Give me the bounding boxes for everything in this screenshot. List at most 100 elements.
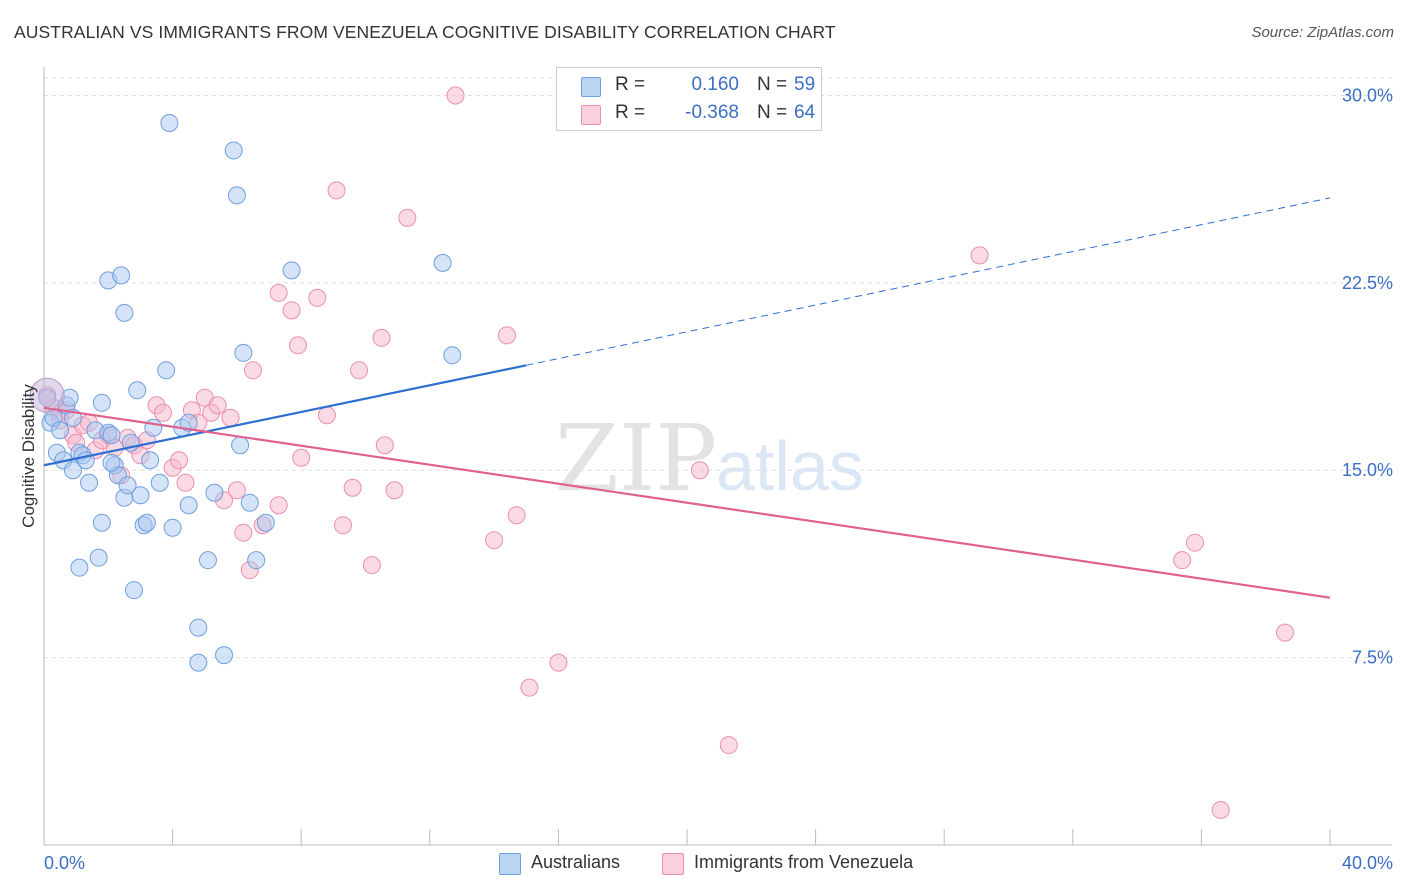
australians-point	[247, 551, 266, 570]
australians-point	[102, 426, 121, 445]
australians-point	[231, 436, 250, 455]
australians-point	[160, 113, 179, 132]
venezuela-point	[221, 408, 240, 427]
x-tick-label: 40.0%	[1342, 853, 1393, 873]
venezuela-point	[208, 396, 227, 415]
australians-point	[63, 461, 82, 480]
venezuela-point	[243, 361, 262, 380]
venezuela-point	[507, 506, 526, 525]
venezuela-point	[327, 181, 346, 200]
australians-point	[282, 261, 301, 280]
legend-n-label: N =	[757, 74, 788, 95]
australians-point	[240, 493, 259, 512]
australians-point	[198, 551, 217, 570]
venezuela-point	[970, 246, 989, 265]
venezuela-point	[398, 208, 417, 227]
venezuela-point	[497, 326, 516, 345]
australians-point	[163, 518, 182, 537]
venezuela-point	[170, 451, 189, 470]
legend-swatch-blue	[581, 77, 601, 97]
venezuela-point	[1275, 623, 1294, 642]
axes	[43, 67, 1392, 846]
venezuela-point	[385, 481, 404, 500]
venezuela-point	[362, 556, 381, 575]
australians-point	[179, 496, 198, 515]
australians-point	[157, 361, 176, 380]
australians-point	[137, 513, 156, 532]
australians-point	[150, 473, 169, 492]
legend-r-label: R =	[615, 102, 646, 123]
venezuela-point	[176, 473, 195, 492]
watermark-atlas: atlas	[716, 427, 864, 505]
venezuela-point	[269, 283, 288, 302]
legend-r-value: 0.160	[691, 74, 739, 95]
venezuela-point	[288, 336, 307, 355]
venezuela-point	[446, 86, 465, 105]
australians-point	[118, 476, 137, 495]
venezuela-point	[343, 478, 362, 497]
australians-point	[256, 513, 275, 532]
y-tick-label: 15.0%	[1342, 460, 1393, 480]
chart-title: AUSTRALIAN VS IMMIGRANTS FROM VENEZUELA …	[14, 22, 836, 42]
australians-point	[215, 646, 234, 665]
y-axis-label: Cognitive Disability	[19, 384, 38, 528]
venezuela-point	[1211, 801, 1230, 820]
tick-labels: 7.5% 15.0% 22.5% 30.0% 0.0% 40.0%	[44, 85, 1393, 873]
legend-r-value: -0.368	[685, 102, 739, 123]
venezuela-point	[1185, 533, 1204, 552]
legend-n-value: 59	[794, 74, 816, 95]
venezuela-point	[333, 516, 352, 535]
source-label: Source: ZipAtlas.com	[1251, 24, 1394, 41]
australians-point	[125, 581, 144, 600]
y-tick-label: 22.5%	[1342, 273, 1393, 293]
venezuela-point	[269, 496, 288, 515]
australians-point	[433, 253, 452, 272]
venezuela-trend-line	[43, 406, 1331, 599]
venezuela-point	[549, 653, 568, 672]
australians-point	[80, 473, 99, 492]
venezuela-point	[308, 288, 327, 307]
australians-point	[144, 418, 163, 437]
venezuela-point	[234, 523, 253, 542]
bottom-legend-label: Immigrants from Venezuela	[694, 852, 914, 872]
venezuela-point	[485, 531, 504, 550]
australians-point	[189, 653, 208, 672]
venezuela-point	[372, 328, 391, 347]
legend-r-label: R =	[615, 74, 646, 95]
australians-point	[141, 451, 160, 470]
australians-point	[92, 513, 111, 532]
bottom-legend-swatch-pink	[662, 853, 684, 875]
venezuela-point	[1173, 551, 1192, 570]
australians-point	[179, 413, 198, 432]
venezuela-point	[227, 481, 246, 500]
australians-point	[92, 393, 111, 412]
stats-legend: R = 0.160 N = 59 R = -0.368 N = 64	[556, 67, 822, 131]
legend-n-value: 64	[794, 102, 816, 123]
australians-point	[234, 343, 253, 362]
australians-point	[227, 186, 246, 205]
venezuela-point	[317, 406, 336, 425]
australians-point	[189, 618, 208, 637]
bottom-legend-swatch-blue	[499, 853, 521, 875]
legend-n-label: N =	[757, 102, 788, 123]
trend-lines	[43, 197, 1331, 599]
y-tick-label: 30.0%	[1342, 85, 1393, 105]
australians-point	[102, 453, 121, 472]
australians-point	[51, 421, 70, 440]
australians-point	[115, 303, 134, 322]
venezuela-point	[520, 678, 539, 697]
australians-trend-extension	[526, 197, 1331, 366]
legend-swatch-pink	[581, 105, 601, 125]
australians-point	[131, 486, 150, 505]
australians-point	[128, 381, 147, 400]
australians-point	[443, 346, 462, 365]
venezuela-point	[690, 461, 709, 480]
australians-point	[205, 483, 224, 502]
y-tick-label: 7.5%	[1352, 648, 1393, 668]
australians-point	[112, 266, 131, 285]
venezuela-point	[719, 736, 738, 755]
venezuela-point	[153, 403, 172, 422]
australians-trend-line	[43, 364, 527, 467]
venezuela-point	[282, 301, 301, 320]
